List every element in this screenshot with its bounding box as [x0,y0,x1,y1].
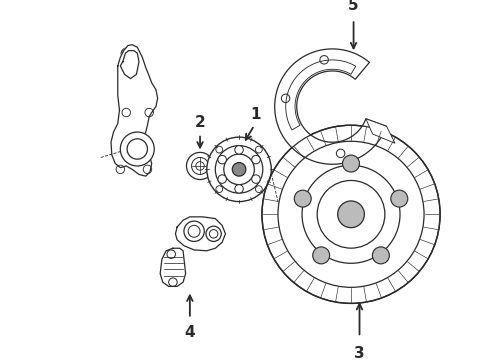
Circle shape [218,156,226,164]
Circle shape [252,175,260,183]
Polygon shape [111,45,158,176]
Text: 5: 5 [348,0,359,13]
Polygon shape [275,49,387,164]
Circle shape [372,247,390,264]
Polygon shape [366,119,395,143]
Polygon shape [175,217,225,251]
Circle shape [232,163,246,176]
Circle shape [235,185,244,193]
Circle shape [343,155,360,172]
Circle shape [218,175,226,183]
Circle shape [235,145,244,154]
Circle shape [391,190,408,207]
Polygon shape [160,248,186,287]
Circle shape [207,137,271,202]
Text: 1: 1 [251,107,261,122]
Circle shape [313,247,330,264]
Polygon shape [121,51,139,78]
Text: 2: 2 [195,115,205,130]
Circle shape [252,156,260,164]
Circle shape [294,190,311,207]
Circle shape [187,152,214,180]
Circle shape [121,132,154,166]
Text: 4: 4 [185,325,195,339]
Circle shape [338,201,365,228]
Circle shape [262,125,440,303]
Text: 3: 3 [354,346,365,360]
